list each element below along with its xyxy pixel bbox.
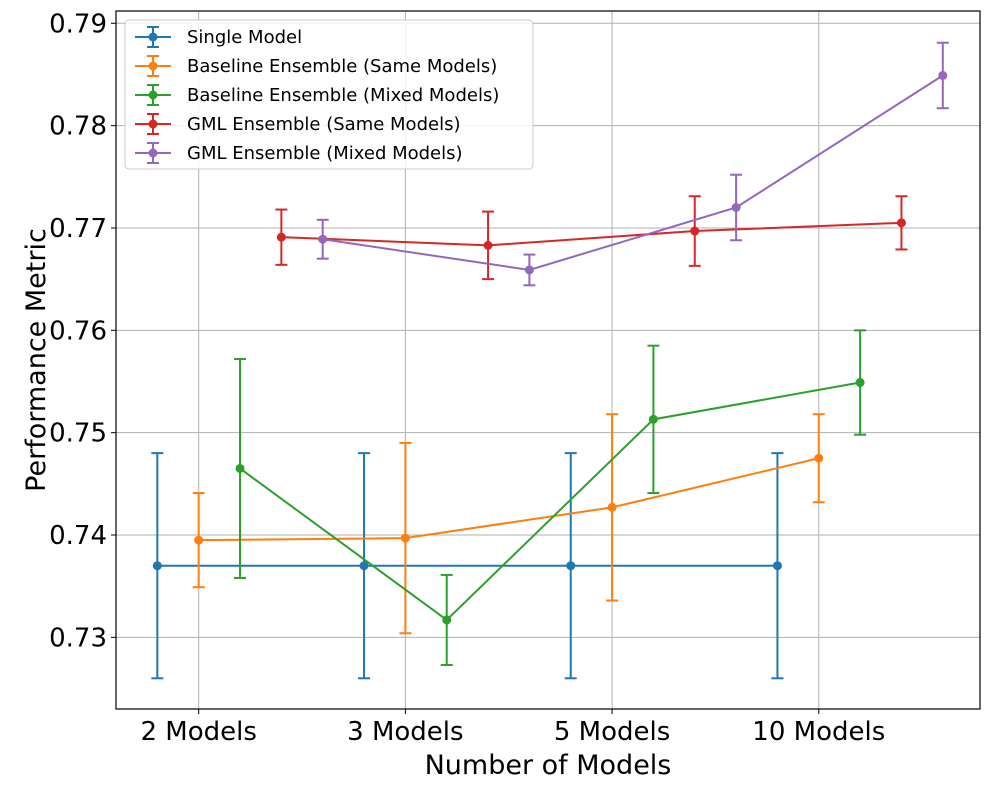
y-tick-label: 0.76 bbox=[49, 316, 107, 346]
data-point bbox=[194, 535, 204, 545]
series-3 bbox=[234, 329, 867, 666]
y-tick-label: 0.78 bbox=[49, 112, 107, 142]
plot-frame bbox=[115, 10, 981, 710]
legend-label: Baseline Ensemble (Mixed Models) bbox=[187, 85, 499, 106]
data-point bbox=[896, 218, 906, 228]
data-point bbox=[359, 561, 369, 571]
data-point bbox=[731, 203, 741, 213]
legend: Single Model Baseline Ensemble (Same Mode… bbox=[124, 19, 534, 170]
series-1 bbox=[151, 452, 784, 680]
x-tick-label: 10 Models bbox=[752, 717, 885, 747]
series-line bbox=[239, 381, 861, 622]
y-tick-label: 0.73 bbox=[49, 623, 107, 653]
data-point bbox=[400, 533, 410, 543]
axis-ticks: 2 Models 3 Models 5 Models 10 Models 0.73 0.7… bbox=[49, 9, 885, 747]
data-point bbox=[607, 502, 617, 512]
data-point bbox=[690, 226, 700, 236]
legend-swatch-marker bbox=[148, 61, 158, 71]
legend-label: Single Model bbox=[187, 27, 302, 48]
series-5 bbox=[316, 41, 949, 287]
legend-box bbox=[124, 19, 534, 170]
x-tick-label: 3 Models bbox=[347, 717, 463, 747]
series-line bbox=[198, 457, 820, 542]
data-point bbox=[566, 561, 576, 571]
legend-swatch-marker bbox=[148, 148, 158, 158]
series-line bbox=[322, 74, 944, 271]
legend-swatch-marker bbox=[148, 119, 158, 129]
data-point bbox=[814, 453, 824, 463]
data-point bbox=[276, 232, 286, 242]
data-point bbox=[938, 70, 948, 80]
data-point bbox=[483, 240, 493, 250]
legend-swatch-marker bbox=[148, 32, 158, 42]
data-point bbox=[855, 378, 865, 388]
legend-swatch-marker bbox=[148, 90, 158, 100]
legend-label: GML Ensemble (Mixed Models) bbox=[187, 143, 463, 164]
data-point bbox=[235, 463, 245, 473]
data-point bbox=[524, 265, 534, 275]
legend-entry: GML Ensemble (Same Models) bbox=[135, 113, 460, 135]
data-point bbox=[442, 615, 452, 625]
legend-entry: GML Ensemble (Mixed Models) bbox=[135, 142, 463, 164]
data-point bbox=[152, 561, 162, 571]
y-axis-label: Performance Metric bbox=[21, 228, 52, 492]
data-point bbox=[648, 414, 658, 424]
y-tick-label: 0.75 bbox=[49, 419, 107, 449]
legend-entry: Baseline Ensemble (Same Models) bbox=[135, 55, 497, 77]
legend-entry: Baseline Ensemble (Mixed Models) bbox=[135, 84, 499, 106]
y-tick-label: 0.77 bbox=[49, 214, 107, 244]
series-2 bbox=[192, 413, 825, 635]
x-axis-label: Number of Models bbox=[425, 750, 672, 781]
legend-label: GML Ensemble (Same Models) bbox=[187, 114, 460, 135]
y-tick-label: 0.74 bbox=[49, 521, 107, 551]
data-point bbox=[772, 561, 782, 571]
x-tick-label: 5 Models bbox=[554, 717, 670, 747]
data-point bbox=[318, 234, 328, 244]
y-tick-label: 0.79 bbox=[49, 9, 107, 39]
series-layer bbox=[151, 41, 949, 680]
grid-lines bbox=[116, 11, 980, 709]
series-4 bbox=[275, 195, 908, 281]
legend-label: Baseline Ensemble (Same Models) bbox=[187, 56, 497, 77]
legend-entry: Single Model bbox=[135, 26, 302, 48]
x-tick-label: 2 Models bbox=[140, 717, 256, 747]
series-line bbox=[281, 221, 902, 247]
